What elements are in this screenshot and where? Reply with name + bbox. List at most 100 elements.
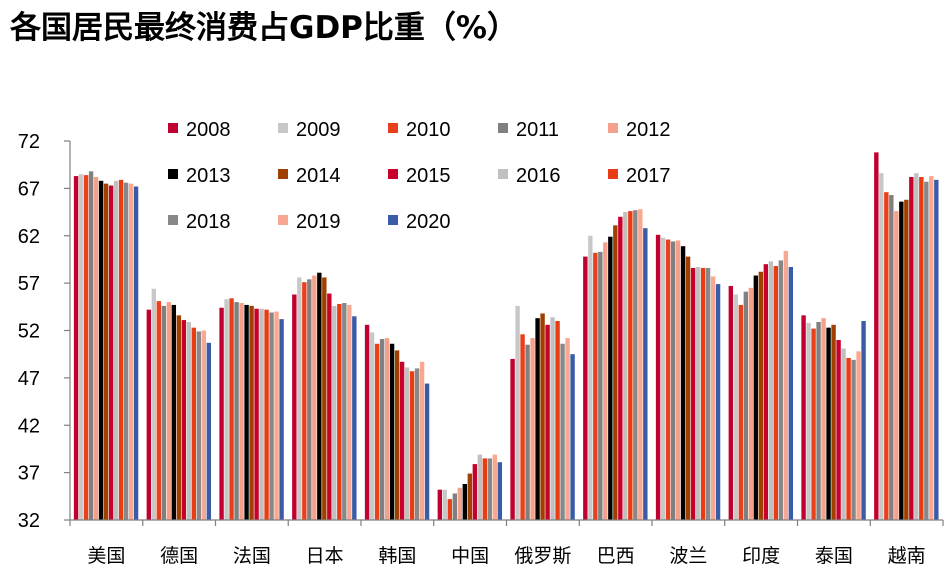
bar [88, 171, 94, 520]
y-tick-label: 62 [18, 226, 40, 248]
bar [545, 324, 550, 520]
bar [419, 361, 425, 520]
bar [728, 285, 734, 520]
legend-label: 2011 [516, 119, 559, 141]
legend-label: 2012 [626, 119, 671, 141]
legend-label: 2020 [406, 211, 451, 233]
legend-label: 2017 [626, 165, 671, 187]
x-category-label: 中国 [451, 545, 489, 567]
legend-label: 2014 [296, 165, 341, 187]
legend-label: 2009 [296, 119, 341, 141]
bar [93, 177, 99, 520]
axes [64, 140, 944, 526]
bar [379, 339, 385, 520]
bar [322, 277, 327, 520]
bar [103, 183, 109, 520]
x-category-label: 日本 [306, 545, 344, 567]
bar [249, 305, 254, 520]
bar [608, 236, 613, 520]
legend-swatch [278, 169, 288, 179]
bar [201, 330, 207, 520]
bar [690, 267, 696, 520]
bar [778, 260, 784, 520]
bar [123, 182, 129, 520]
bar [467, 473, 473, 520]
bar [846, 357, 851, 520]
bar [874, 152, 879, 520]
bar [525, 344, 530, 520]
bar [327, 293, 332, 520]
bar [919, 177, 924, 520]
bar [889, 195, 894, 520]
bar [515, 305, 520, 520]
legend-label: 2019 [296, 211, 341, 233]
bar [788, 267, 794, 520]
y-tick-label: 32 [18, 510, 40, 532]
legend-swatch [388, 215, 398, 225]
bar [229, 298, 234, 520]
bar [638, 209, 643, 520]
bar [108, 185, 114, 520]
bar [700, 267, 706, 520]
bar [73, 176, 79, 520]
bar [831, 324, 836, 520]
bar [186, 321, 192, 520]
bar [535, 318, 540, 520]
x-category-label: 波兰 [669, 545, 707, 567]
bar [244, 304, 249, 520]
bar [655, 234, 661, 521]
bar [715, 284, 721, 520]
bar [598, 251, 603, 521]
bar [894, 211, 899, 520]
bar [128, 183, 134, 520]
bar [274, 311, 279, 520]
legend-swatch [278, 215, 288, 225]
bar [743, 291, 749, 520]
bar [369, 332, 375, 520]
bar [555, 321, 560, 520]
bar [364, 324, 370, 520]
bar [613, 225, 618, 520]
bar [206, 342, 212, 520]
bar [550, 317, 555, 520]
bar [806, 322, 811, 520]
bar [570, 354, 575, 520]
bar [633, 210, 638, 521]
bar [660, 237, 666, 520]
y-tick-label: 47 [18, 368, 40, 390]
bar [394, 350, 400, 520]
bar [643, 228, 648, 521]
bar [146, 309, 152, 520]
bar [118, 179, 124, 520]
bar [302, 282, 307, 520]
bar [520, 334, 525, 520]
bar [442, 489, 448, 520]
bars [73, 152, 939, 521]
bar [424, 383, 430, 520]
bar [113, 180, 119, 521]
bar [264, 309, 269, 520]
bar [628, 211, 633, 520]
bar [879, 173, 884, 520]
legend-swatch [498, 123, 508, 133]
bar [929, 176, 934, 520]
legend-label: 2015 [406, 165, 451, 187]
bar [98, 180, 104, 521]
bar [447, 499, 453, 520]
bar [909, 177, 914, 520]
bar [404, 367, 410, 520]
legend-swatch [388, 169, 398, 179]
bar [841, 348, 846, 520]
bar [191, 327, 197, 520]
legend-swatch [168, 123, 178, 133]
bar [133, 186, 139, 521]
bar [317, 272, 322, 520]
bar [254, 308, 259, 520]
bar [78, 174, 84, 520]
bar [914, 173, 919, 520]
bar [497, 462, 503, 520]
bar [171, 304, 177, 520]
bar [492, 454, 498, 520]
legend-swatch [388, 123, 398, 133]
bar [826, 327, 831, 520]
